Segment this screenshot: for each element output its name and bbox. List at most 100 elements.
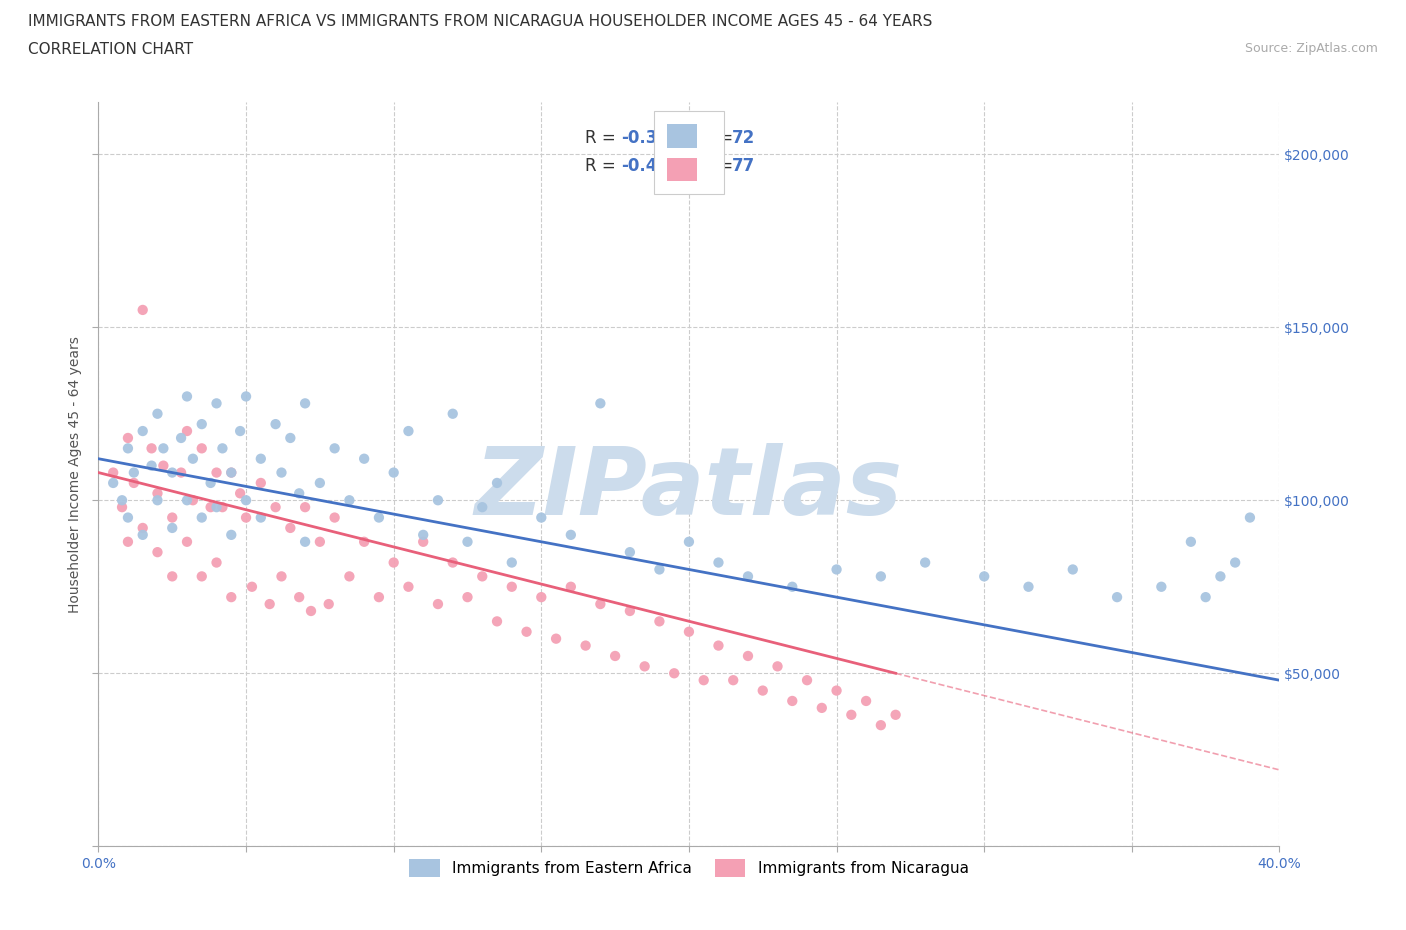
Point — [132, 521, 155, 536]
Point — [162, 511, 183, 525]
Point — [441, 555, 464, 570]
Point — [280, 431, 302, 445]
Text: -0.409: -0.409 — [621, 156, 681, 175]
Point — [353, 535, 375, 550]
Point — [382, 465, 405, 480]
Point — [368, 590, 391, 604]
Point — [117, 511, 139, 525]
Point — [122, 475, 145, 490]
Point — [117, 441, 139, 456]
Point — [323, 441, 346, 456]
Point — [259, 597, 281, 612]
Point — [191, 511, 214, 525]
Point — [103, 475, 125, 490]
Point — [870, 569, 893, 584]
Text: 72: 72 — [731, 129, 755, 147]
Point — [211, 499, 233, 514]
Point — [825, 684, 848, 698]
Point — [294, 535, 316, 550]
Point — [117, 431, 139, 445]
Point — [250, 475, 273, 490]
Text: CORRELATION CHART: CORRELATION CHART — [28, 42, 193, 57]
Point — [141, 458, 163, 473]
Point — [737, 569, 759, 584]
Point — [619, 545, 641, 560]
Point — [221, 465, 243, 480]
Point — [299, 604, 322, 618]
Point — [162, 521, 183, 536]
Point — [560, 579, 582, 594]
Point — [181, 451, 204, 466]
Point — [264, 417, 287, 432]
Point — [162, 465, 183, 480]
Point — [1225, 555, 1247, 570]
Point — [664, 666, 686, 681]
Point — [501, 555, 523, 570]
Point — [270, 569, 292, 584]
Text: R =: R = — [585, 156, 621, 175]
Point — [221, 590, 243, 604]
Point — [1180, 535, 1202, 550]
Point — [250, 511, 273, 525]
Point — [205, 499, 228, 514]
Point — [605, 648, 627, 663]
Text: ZIPatlas: ZIPatlas — [475, 444, 903, 535]
Point — [723, 672, 745, 687]
Point — [146, 485, 169, 500]
Point — [191, 569, 214, 584]
Point — [229, 485, 252, 500]
Point — [412, 535, 434, 550]
Point — [575, 638, 598, 653]
Point — [132, 302, 155, 317]
Point — [973, 569, 995, 584]
Point — [1195, 590, 1218, 604]
Point — [235, 389, 257, 404]
Point — [309, 475, 332, 490]
Text: R =: R = — [585, 129, 621, 147]
Point — [152, 441, 174, 456]
Point — [191, 441, 214, 456]
Point — [176, 423, 198, 438]
Point — [117, 535, 139, 550]
Point — [221, 527, 243, 542]
Text: -0.394: -0.394 — [621, 129, 682, 147]
Point — [1107, 590, 1129, 604]
Point — [146, 406, 169, 421]
Point — [884, 708, 907, 723]
Point — [229, 423, 252, 438]
Point — [240, 579, 263, 594]
Point — [250, 451, 273, 466]
Point — [457, 535, 479, 550]
Point — [457, 590, 479, 604]
Point — [288, 485, 311, 500]
Point — [339, 493, 361, 508]
Point — [339, 569, 361, 584]
Point — [146, 545, 169, 560]
Point — [162, 569, 183, 584]
Point — [309, 535, 332, 550]
Point — [471, 569, 494, 584]
Point — [264, 499, 287, 514]
Point — [648, 614, 671, 629]
Point — [707, 638, 730, 653]
Point — [103, 465, 125, 480]
Point — [589, 597, 612, 612]
Point — [176, 493, 198, 508]
Point — [486, 614, 509, 629]
Point — [280, 521, 302, 536]
Point — [914, 555, 936, 570]
Point — [634, 659, 657, 674]
Point — [486, 475, 509, 490]
Point — [141, 441, 163, 456]
Text: Source: ZipAtlas.com: Source: ZipAtlas.com — [1244, 42, 1378, 55]
Point — [678, 535, 700, 550]
Point — [589, 396, 612, 411]
Point — [560, 527, 582, 542]
Point — [176, 535, 198, 550]
Point — [382, 555, 405, 570]
Point — [146, 493, 169, 508]
Point — [766, 659, 789, 674]
Point — [530, 590, 553, 604]
Point — [1239, 511, 1261, 525]
Point — [170, 431, 193, 445]
